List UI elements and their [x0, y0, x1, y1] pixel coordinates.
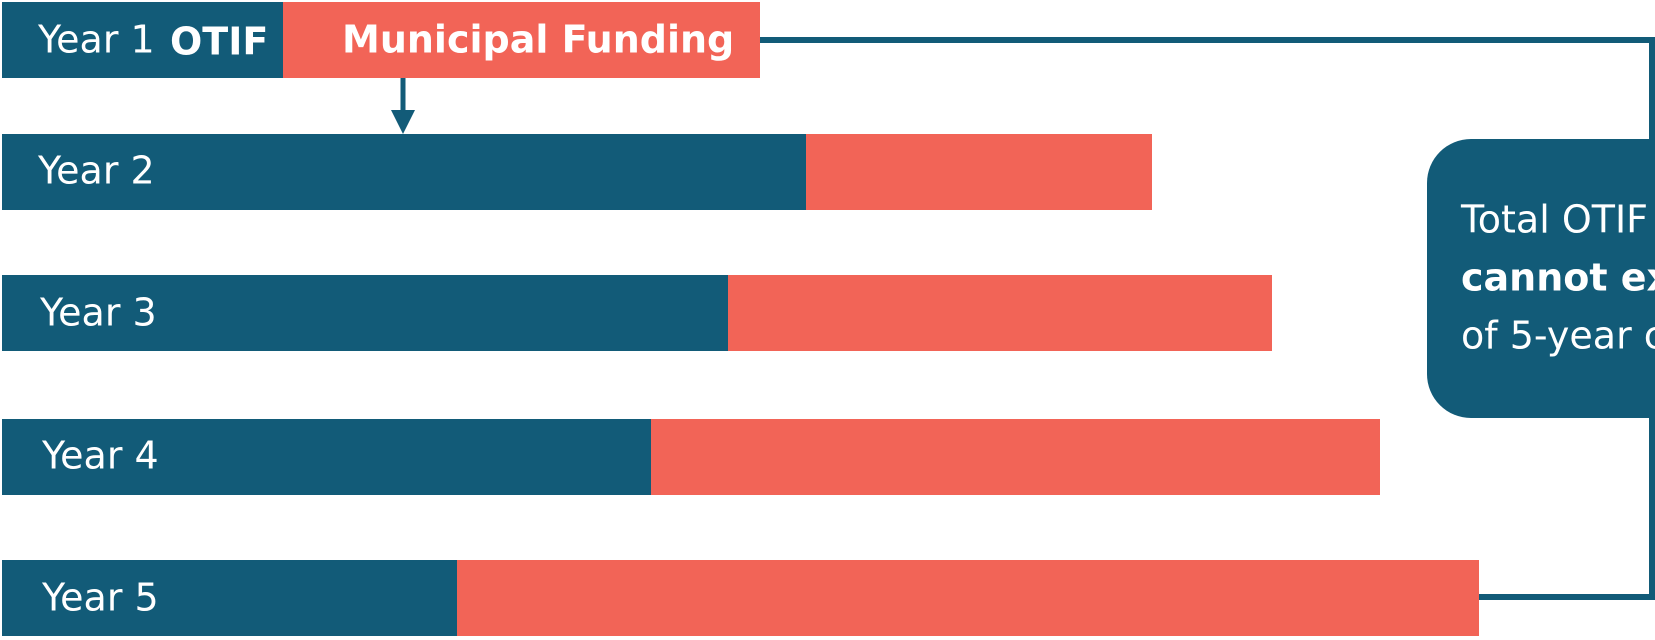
- row-label: Year 4: [41, 434, 159, 478]
- otif-bar: [2, 419, 651, 495]
- otif-bar: [2, 275, 728, 351]
- otif-bar: [2, 134, 806, 210]
- row-label: Year 3: [39, 291, 157, 335]
- funding-bar: [283, 2, 760, 78]
- callout-box: [1427, 139, 1655, 418]
- row-label: Year 5: [41, 576, 159, 620]
- row-label: Year 1: [37, 18, 155, 62]
- row-label: Year 2: [37, 149, 155, 193]
- funding-bar: [651, 419, 1380, 495]
- otif-label: OTIF: [170, 20, 268, 64]
- callout-line: Total OTIF: [1460, 198, 1648, 242]
- arrow-head: [391, 110, 415, 134]
- funding-bar: [457, 560, 1479, 636]
- funding-label: Municipal Funding: [342, 18, 734, 62]
- otif-bar: [2, 2, 283, 78]
- callout-line: of 5-year c: [1461, 314, 1655, 358]
- funding-bar: [728, 275, 1272, 351]
- otif-bar: [2, 560, 457, 636]
- funding-bar: [806, 134, 1152, 210]
- callout-line: cannot ex: [1461, 256, 1655, 300]
